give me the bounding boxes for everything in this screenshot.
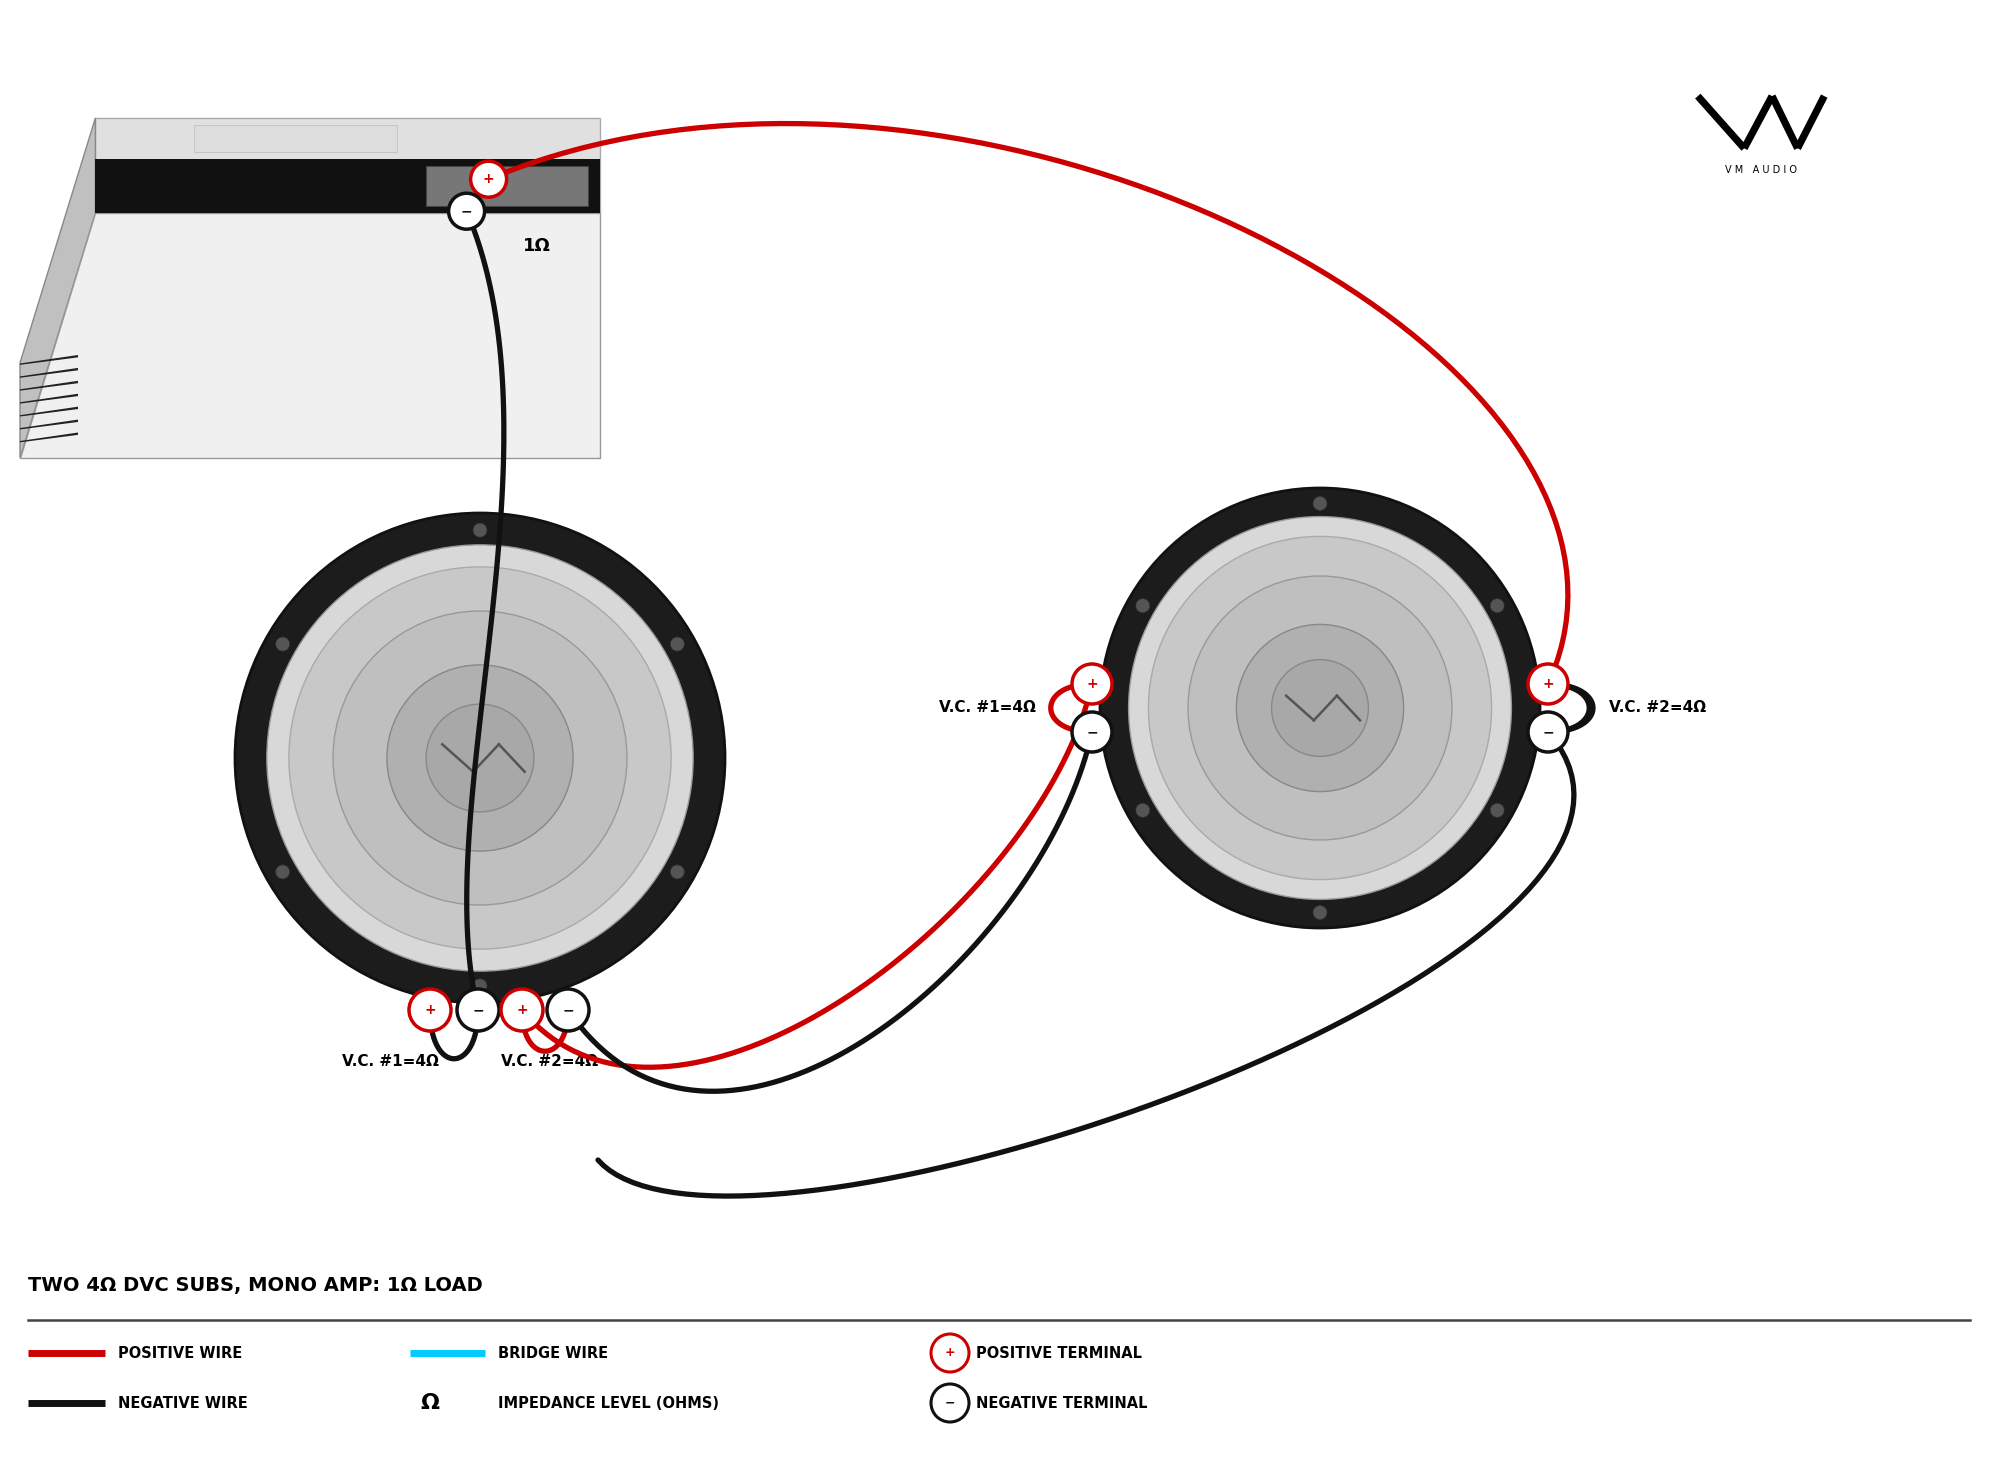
Circle shape <box>1490 599 1504 612</box>
Polygon shape <box>20 118 96 458</box>
Circle shape <box>1072 712 1112 752</box>
Text: POSITIVE WIRE: POSITIVE WIRE <box>118 1346 242 1360</box>
Polygon shape <box>20 354 78 364</box>
Circle shape <box>1128 516 1512 900</box>
Polygon shape <box>20 213 600 458</box>
Circle shape <box>470 162 506 197</box>
Circle shape <box>932 1334 968 1372</box>
Polygon shape <box>20 420 78 430</box>
Text: +: + <box>1542 677 1554 691</box>
Text: POSITIVE TERMINAL: POSITIVE TERMINAL <box>976 1346 1142 1360</box>
Circle shape <box>932 1384 968 1422</box>
Circle shape <box>410 989 452 1031</box>
Polygon shape <box>20 433 78 442</box>
Circle shape <box>1136 599 1150 612</box>
Circle shape <box>1490 803 1504 818</box>
Circle shape <box>1272 659 1368 757</box>
Circle shape <box>276 637 290 652</box>
Text: +: + <box>944 1347 956 1359</box>
Text: BRIDGE WIRE: BRIDGE WIRE <box>498 1346 608 1360</box>
Circle shape <box>1312 905 1328 920</box>
Circle shape <box>276 865 290 879</box>
Text: NEGATIVE WIRE: NEGATIVE WIRE <box>118 1395 248 1410</box>
Polygon shape <box>20 407 78 417</box>
Circle shape <box>288 567 672 949</box>
Circle shape <box>548 989 588 1031</box>
Text: V M   A U D I O: V M A U D I O <box>1726 165 1798 175</box>
Circle shape <box>448 194 484 229</box>
Polygon shape <box>20 381 78 391</box>
Text: IMPEDANCE LEVEL (OHMS): IMPEDANCE LEVEL (OHMS) <box>498 1395 720 1410</box>
Polygon shape <box>96 118 600 213</box>
Circle shape <box>1100 488 1540 927</box>
Circle shape <box>456 989 500 1031</box>
Polygon shape <box>426 166 588 207</box>
Polygon shape <box>20 367 78 378</box>
Text: Ω: Ω <box>420 1392 440 1413</box>
Polygon shape <box>194 125 396 152</box>
Circle shape <box>1528 712 1568 752</box>
Circle shape <box>1072 663 1112 704</box>
Text: −: − <box>944 1397 956 1410</box>
Text: +: + <box>482 172 494 187</box>
Circle shape <box>474 978 488 993</box>
Text: −: − <box>472 1003 484 1018</box>
Text: +: + <box>516 1003 528 1018</box>
Circle shape <box>426 704 534 812</box>
Text: TWO 4Ω DVC SUBS, MONO AMP: 1Ω LOAD: TWO 4Ω DVC SUBS, MONO AMP: 1Ω LOAD <box>28 1277 482 1296</box>
Circle shape <box>670 637 684 652</box>
Circle shape <box>1312 496 1328 510</box>
Circle shape <box>1236 624 1404 792</box>
Text: −: − <box>1542 725 1554 739</box>
Text: V.C. #1=4Ω: V.C. #1=4Ω <box>938 700 1036 716</box>
Text: +: + <box>424 1003 436 1018</box>
Circle shape <box>1528 663 1568 704</box>
Polygon shape <box>96 159 600 213</box>
Circle shape <box>500 989 544 1031</box>
Text: −: − <box>1086 725 1098 739</box>
Circle shape <box>1136 803 1150 818</box>
Circle shape <box>332 611 628 905</box>
Circle shape <box>236 513 724 1003</box>
Text: NEGATIVE TERMINAL: NEGATIVE TERMINAL <box>976 1395 1148 1410</box>
Text: V.C. #2=4Ω: V.C. #2=4Ω <box>502 1054 598 1070</box>
Text: −: − <box>562 1003 574 1018</box>
Circle shape <box>670 865 684 879</box>
Polygon shape <box>20 394 78 404</box>
Text: V.C. #2=4Ω: V.C. #2=4Ω <box>1610 700 1706 716</box>
Text: V.C. #1=4Ω: V.C. #1=4Ω <box>342 1054 438 1070</box>
Circle shape <box>386 665 574 851</box>
Text: +: + <box>1086 677 1098 691</box>
Circle shape <box>1148 537 1492 879</box>
Circle shape <box>1188 576 1452 840</box>
Circle shape <box>474 523 488 537</box>
Text: 1Ω: 1Ω <box>522 238 550 255</box>
Circle shape <box>266 545 694 971</box>
Text: −: − <box>460 204 472 219</box>
